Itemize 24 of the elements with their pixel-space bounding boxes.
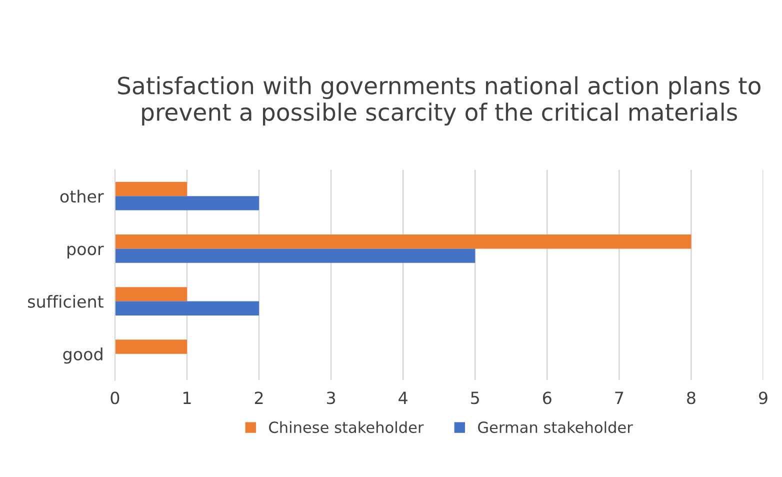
bar [114,301,260,316]
y-tick-label: sufficient [28,294,104,308]
y-tick-label: other [60,190,104,203]
legend-label: Chinese stakeholder [269,421,424,434]
x-tick-label: 7 [615,392,624,404]
x-tick-label: 2 [254,392,263,404]
y-tick-label: good [63,348,102,364]
legend-label: German stakeholder [478,421,633,434]
bar [114,248,476,263]
x-tick-label: 3 [327,392,336,404]
bar [114,340,187,354]
x-tick-label: 8 [687,392,696,404]
bar [114,234,692,249]
bar [114,287,187,302]
x-tick-label: 5 [471,392,479,404]
x-tick-label: 1 [184,392,191,404]
chart-title: Satisfaction with governments national action plans to prevent a possible scarcity of the critical materials [118,76,760,126]
y-tick-label: poor [68,246,104,258]
bar [114,182,187,196]
x-tick-label: 9 [758,392,768,404]
x-tick-label: 6 [543,392,552,404]
x-tick-label: 4 [398,392,408,404]
bar [114,196,260,210]
x-tick-label: 0 [110,392,120,404]
